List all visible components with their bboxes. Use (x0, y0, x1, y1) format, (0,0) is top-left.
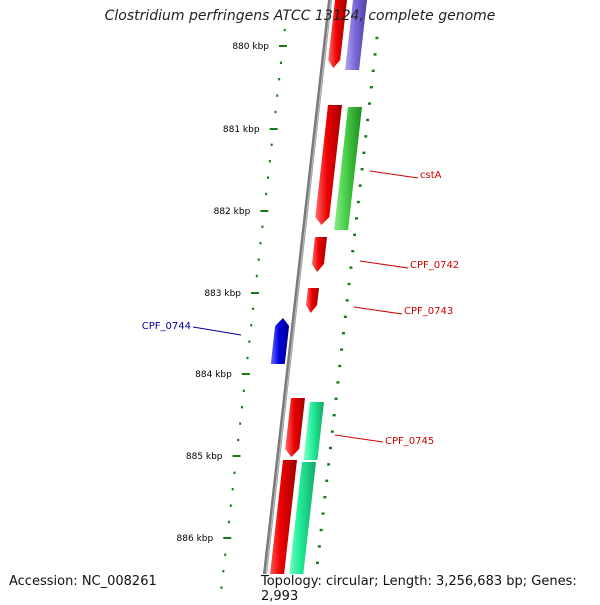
scale-dot (343, 315, 347, 318)
scale-label: 881 kbp (223, 125, 260, 135)
gene-callout-line (334, 434, 384, 443)
scale-dot (231, 488, 234, 491)
scale-dot (315, 561, 319, 564)
purple-feature (345, 0, 367, 70)
scale-dot (375, 36, 379, 40)
scale-dot (338, 364, 342, 368)
scale-dot (220, 586, 223, 589)
scale-label: 882 kbp (214, 207, 251, 217)
green-feature (334, 107, 362, 230)
scale-dot (252, 307, 255, 310)
cds-forward-feature (306, 288, 319, 313)
scale-dot (362, 151, 366, 154)
gene-label[interactable]: CPF_0745 (385, 436, 434, 447)
scale-label: 883 kbp (204, 289, 241, 299)
gene-label[interactable]: CPF_0743 (404, 306, 453, 317)
scale-dot (321, 512, 325, 515)
scale-dot (250, 324, 253, 327)
scale-dot (353, 233, 357, 236)
gene-callout-line (192, 326, 242, 336)
scale-dot (358, 184, 362, 187)
scale-dot (325, 479, 329, 482)
scale-dot (237, 438, 240, 442)
scale-dot (240, 406, 243, 409)
scale-dot (354, 217, 358, 220)
scale-dot (330, 430, 334, 433)
scale-dot (246, 356, 249, 360)
teal-feature (303, 402, 324, 460)
accession-label: Accession: NC_008261 (7, 574, 159, 589)
cds-forward-feature (285, 398, 305, 457)
scale-dot (265, 192, 268, 196)
genome-info-label: Topology: circular; Length: 3,256,683 bp… (259, 574, 600, 604)
cds-reverse-feature (270, 318, 290, 364)
scale-dot (340, 348, 344, 351)
scale-dot (327, 463, 331, 466)
scale-dot (233, 471, 236, 474)
scale-label: 886 kbp (177, 534, 214, 544)
gene-callout-line (369, 170, 419, 179)
scale-dot (261, 225, 264, 228)
scale-dot (328, 446, 332, 450)
scale-dot (274, 110, 277, 114)
scale-dot (283, 28, 286, 32)
gene-label[interactable]: CPF_0742 (410, 260, 459, 271)
genome-backbone-highlight (262, 0, 332, 601)
genome-backbone (260, 0, 332, 601)
gene-label[interactable]: CPF_0744 (142, 321, 191, 332)
scale-dot (239, 422, 242, 425)
scale-dot (351, 250, 355, 253)
scale-dot (317, 545, 321, 548)
scale-dot (257, 258, 260, 261)
gene-callout-line (359, 260, 409, 269)
scale-dot (336, 381, 340, 384)
scale-dot (367, 102, 371, 105)
scale-dot (319, 528, 323, 532)
scale-dot (369, 86, 373, 89)
scale-dot (364, 135, 368, 138)
scale-dot (266, 176, 269, 179)
scale-dot (373, 53, 377, 56)
cds-forward-feature (311, 237, 327, 272)
scale-dot (229, 504, 232, 507)
gene-callout-line (353, 306, 403, 315)
cds-forward-feature (315, 105, 342, 225)
scale-dot (279, 61, 282, 64)
genome-title: Clostridium perfringens ATCC 13124, comp… (104, 8, 496, 24)
scale-dot (270, 143, 273, 146)
scale-dot (248, 340, 251, 343)
scale-dot (255, 274, 258, 278)
scale-dot (259, 242, 262, 245)
scale-dot (224, 553, 227, 556)
scale-dot (371, 69, 375, 72)
scale-label: 885 kbp (186, 452, 223, 462)
cds-forward-feature (267, 460, 297, 600)
gene-label[interactable]: cstA (420, 170, 442, 181)
scale-dot (356, 200, 360, 204)
scale-dot (349, 266, 353, 269)
scale-dot (222, 570, 225, 573)
scale-dot (332, 414, 336, 417)
scale-dot (268, 160, 271, 163)
scale-dot (341, 332, 345, 335)
teal-feature (286, 462, 316, 600)
scale-dot (227, 520, 230, 524)
scale-dot (334, 397, 338, 400)
scale-label: 884 kbp (195, 370, 232, 380)
scale-label: 880 kbp (232, 42, 269, 52)
scale-dot (366, 118, 370, 122)
scale-dot (278, 78, 281, 81)
scale-dot (323, 496, 327, 499)
scale-dot (347, 282, 351, 286)
cds-forward-feature (328, 0, 347, 68)
scale-dot (345, 299, 349, 302)
scale-dot (242, 389, 245, 392)
scale-dot (360, 168, 364, 171)
scale-dot (276, 94, 279, 97)
